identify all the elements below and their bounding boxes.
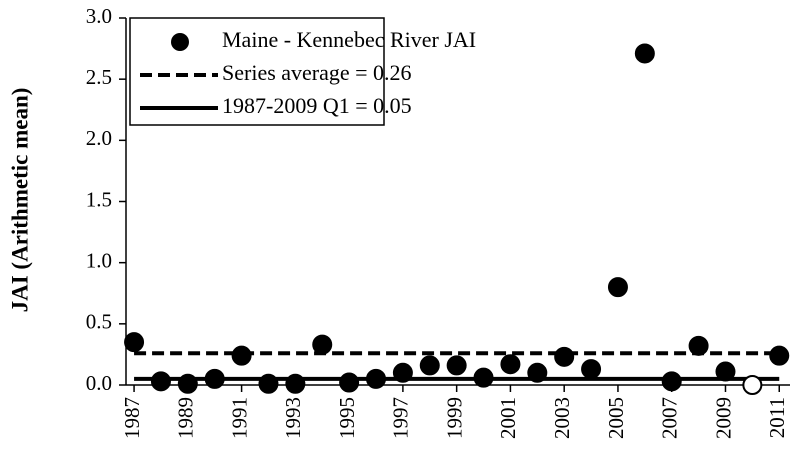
- data-point: [419, 355, 440, 376]
- x-tick-label: 2007: [658, 397, 682, 439]
- data-point: [446, 355, 467, 376]
- y-tick-label: 3.0: [86, 4, 112, 28]
- x-tick-label: 2009: [711, 397, 735, 439]
- y-tick-label: 0.0: [86, 371, 112, 395]
- x-tick-label: 1993: [281, 397, 305, 439]
- data-point: [554, 346, 575, 367]
- data-point: [366, 368, 387, 389]
- x-tick-label: 1987: [120, 397, 144, 439]
- data-point: [339, 372, 360, 393]
- x-tick-label: 2011: [765, 397, 789, 438]
- data-point: [634, 43, 655, 64]
- legend-label: 1987-2009 Q1 = 0.05: [222, 93, 412, 118]
- legend-label: Maine - Kennebec River JAI: [222, 27, 476, 52]
- x-tick-label: 2005: [604, 397, 628, 439]
- legend-label: Series average = 0.26: [222, 60, 412, 85]
- data-point: [527, 362, 548, 383]
- x-tick-label: 1997: [389, 397, 413, 439]
- y-tick-label: 1.0: [86, 248, 112, 272]
- data-point: [204, 368, 225, 389]
- x-tick-label: 1989: [174, 397, 198, 439]
- data-point: [124, 332, 145, 353]
- data-point: [150, 371, 171, 392]
- data-point: [688, 335, 709, 356]
- data-point: [231, 345, 252, 366]
- y-axis-title: JAI (Arithmetic mean): [7, 88, 32, 313]
- data-point: [473, 367, 494, 388]
- data-point: [769, 345, 790, 366]
- x-tick-label: 1995: [335, 397, 359, 439]
- data-point: [581, 359, 602, 380]
- y-tick-label: 2.0: [86, 126, 112, 150]
- y-tick-label: 2.5: [86, 65, 112, 89]
- x-tick-label: 1991: [227, 397, 251, 439]
- y-tick-label: 1.5: [86, 187, 112, 211]
- x-tick-label: 2001: [496, 397, 520, 439]
- x-tick-label: 2003: [550, 397, 574, 439]
- data-point: [500, 354, 521, 375]
- data-point: [742, 375, 763, 395]
- data-point: [312, 334, 333, 355]
- data-point: [285, 373, 306, 394]
- data-point: [392, 362, 413, 383]
- data-point: [661, 371, 682, 392]
- data-point: [607, 277, 628, 298]
- y-tick-label: 0.5: [86, 310, 112, 334]
- legend-symbol: [171, 33, 189, 51]
- data-point: [177, 373, 198, 394]
- x-tick-label: 1999: [442, 397, 466, 439]
- data-point: [715, 361, 736, 382]
- data-point: [258, 373, 279, 394]
